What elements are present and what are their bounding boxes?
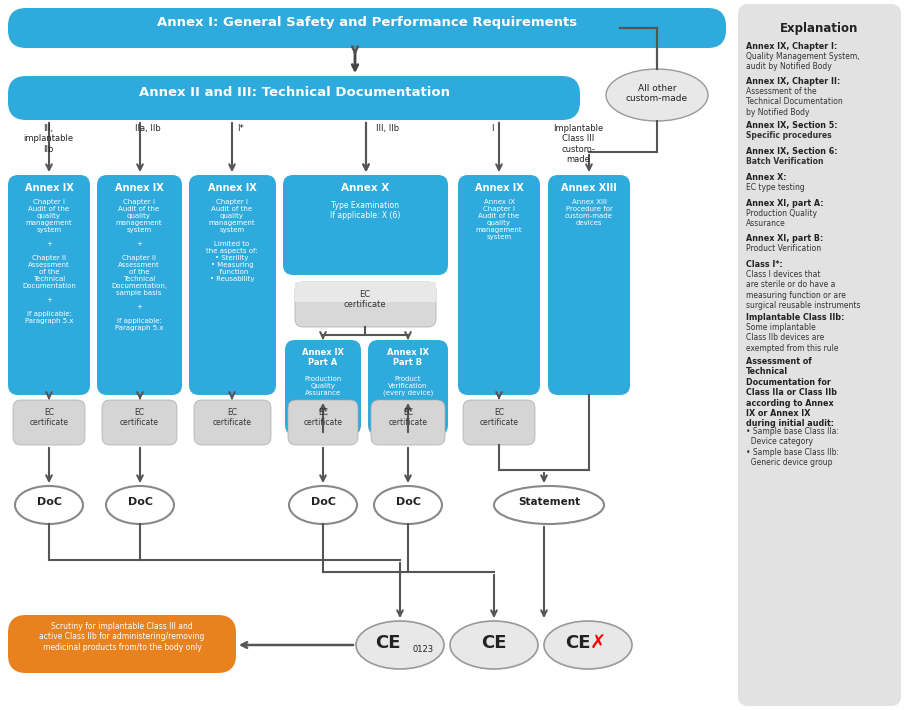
Text: CE: CE <box>481 634 507 652</box>
Text: Production
Quality
Assurance: Production Quality Assurance <box>304 376 341 396</box>
Ellipse shape <box>494 486 604 524</box>
Text: Annex XI, part A:: Annex XI, part A: <box>746 199 824 208</box>
Ellipse shape <box>606 69 708 121</box>
Text: Annex IX: Annex IX <box>115 183 164 193</box>
Text: Annex IX: Annex IX <box>24 183 73 193</box>
Text: Quality Management System,
audit by Notified Body: Quality Management System, audit by Noti… <box>746 52 860 72</box>
Text: All other
custom-made: All other custom-made <box>626 84 688 104</box>
FancyBboxPatch shape <box>371 400 445 445</box>
Text: Chapter I
Audit of the
quality
management
system

+

Chapter II
Assessment
of th: Chapter I Audit of the quality managemen… <box>111 199 167 331</box>
Text: Product Verification: Product Verification <box>746 244 821 253</box>
FancyBboxPatch shape <box>738 4 901 706</box>
Text: CE: CE <box>566 634 591 652</box>
Text: DoC: DoC <box>36 497 62 507</box>
Ellipse shape <box>356 621 444 669</box>
FancyBboxPatch shape <box>285 340 361 435</box>
FancyBboxPatch shape <box>13 400 85 445</box>
Text: EC
certificate: EC certificate <box>119 408 158 427</box>
FancyBboxPatch shape <box>102 400 177 445</box>
Text: Scrutiny for implantable Class III and
active Class IIb for administering/removi: Scrutiny for implantable Class III and a… <box>39 622 205 652</box>
Text: Production Quality
Assurance: Production Quality Assurance <box>746 209 817 229</box>
Ellipse shape <box>106 486 174 524</box>
FancyBboxPatch shape <box>295 282 436 302</box>
Text: Assessment of
Technical
Documentation for
Class IIa or Class IIb
according to An: Assessment of Technical Documentation fo… <box>746 357 837 428</box>
Text: • Sample base Class IIa:
  Device category
• Sample base Class IIb:
  Generic de: • Sample base Class IIa: Device category… <box>746 427 839 467</box>
Text: I*: I* <box>236 124 243 133</box>
Text: Annex IX
Part B: Annex IX Part B <box>387 348 429 367</box>
Text: Explanation: Explanation <box>780 22 858 35</box>
FancyBboxPatch shape <box>8 175 90 395</box>
Text: Annex IX: Annex IX <box>207 183 256 193</box>
Text: Product
Verification
(every device): Product Verification (every device) <box>383 376 433 396</box>
Text: EC
certificate: EC certificate <box>213 408 252 427</box>
FancyBboxPatch shape <box>295 282 436 327</box>
Text: Annex IX: Annex IX <box>474 183 523 193</box>
FancyBboxPatch shape <box>458 175 540 395</box>
FancyBboxPatch shape <box>8 615 236 673</box>
Text: III,
implantable
IIb: III, implantable IIb <box>23 124 73 154</box>
Ellipse shape <box>374 486 442 524</box>
Ellipse shape <box>289 486 357 524</box>
FancyBboxPatch shape <box>463 400 535 445</box>
Text: Class I*:: Class I*: <box>746 260 783 269</box>
Text: Annex I: General Safety and Performance Requirements: Annex I: General Safety and Performance … <box>157 16 577 29</box>
FancyBboxPatch shape <box>368 340 448 435</box>
Text: EC
certificate: EC certificate <box>344 290 386 310</box>
Text: Specific procedures: Specific procedures <box>746 131 832 140</box>
Ellipse shape <box>544 621 632 669</box>
Text: EC
certificate: EC certificate <box>303 408 342 427</box>
FancyBboxPatch shape <box>548 175 630 395</box>
Text: Assessment of the
Technical Documentation
by Notified Body: Assessment of the Technical Documentatio… <box>746 87 843 117</box>
Text: Annex IX
Chapter I
Audit of the
quality
management
system: Annex IX Chapter I Audit of the quality … <box>476 199 522 240</box>
Text: DoC: DoC <box>395 497 421 507</box>
FancyBboxPatch shape <box>189 175 276 395</box>
Ellipse shape <box>15 486 83 524</box>
Text: Chapter I
Audit of the
quality
management
system

Limited to
the aspects of:
• S: Chapter I Audit of the quality managemen… <box>206 199 258 282</box>
Text: Type Examination
If applicable: X (6): Type Examination If applicable: X (6) <box>329 201 400 220</box>
Text: Annex XI, part B:: Annex XI, part B: <box>746 234 824 243</box>
Text: Statement: Statement <box>518 497 580 507</box>
Text: Annex IX, Section 5:: Annex IX, Section 5: <box>746 121 837 130</box>
FancyBboxPatch shape <box>194 400 271 445</box>
Text: Implantable Class IIb:: Implantable Class IIb: <box>746 313 844 322</box>
Text: Annex XIII: Annex XIII <box>561 183 617 193</box>
Text: Annex IX
Part A: Annex IX Part A <box>302 348 344 367</box>
Text: Chapter I
Audit of the
quality
management
system

+

Chapter II
Assessment
of th: Chapter I Audit of the quality managemen… <box>22 199 76 324</box>
Text: Annex XIII
Procedure for
custom-made
devices: Annex XIII Procedure for custom-made dev… <box>565 199 613 226</box>
FancyBboxPatch shape <box>97 175 182 395</box>
Text: Annex IX, Chapter I:: Annex IX, Chapter I: <box>746 42 837 51</box>
Text: I: I <box>491 124 493 133</box>
Text: ✗: ✗ <box>590 633 606 652</box>
Text: CE: CE <box>376 634 401 652</box>
Text: Batch Verification: Batch Verification <box>746 157 824 166</box>
FancyBboxPatch shape <box>283 175 448 275</box>
Text: EC type testing: EC type testing <box>746 183 805 192</box>
FancyBboxPatch shape <box>8 8 726 48</box>
Text: EC
certificate: EC certificate <box>480 408 519 427</box>
Text: Annex X:: Annex X: <box>746 173 786 182</box>
FancyBboxPatch shape <box>8 76 580 120</box>
FancyBboxPatch shape <box>288 400 358 445</box>
Text: Annex X: Annex X <box>341 183 389 193</box>
Text: Implantable
Class III
custom-
made: Implantable Class III custom- made <box>553 124 603 164</box>
Text: DoC: DoC <box>128 497 153 507</box>
Text: IIa, IIb: IIa, IIb <box>135 124 161 133</box>
Ellipse shape <box>450 621 538 669</box>
Text: Annex IX, Section 6:: Annex IX, Section 6: <box>746 147 837 156</box>
Text: Some implantable
Class IIb devices are
exempted from this rule: Some implantable Class IIb devices are e… <box>746 323 839 353</box>
Text: Class I devices that
are sterile or do have a
measuring function or are
surgical: Class I devices that are sterile or do h… <box>746 270 861 310</box>
Text: EC
certificate: EC certificate <box>30 408 69 427</box>
Text: Annex IX, Chapter II:: Annex IX, Chapter II: <box>746 77 840 86</box>
Text: Annex II and III: Technical Documentation: Annex II and III: Technical Documentatio… <box>138 86 450 99</box>
Text: 0123: 0123 <box>412 645 433 655</box>
Text: III, IIb: III, IIb <box>376 124 400 133</box>
Text: EC
certificate: EC certificate <box>388 408 427 427</box>
Text: DoC: DoC <box>310 497 336 507</box>
